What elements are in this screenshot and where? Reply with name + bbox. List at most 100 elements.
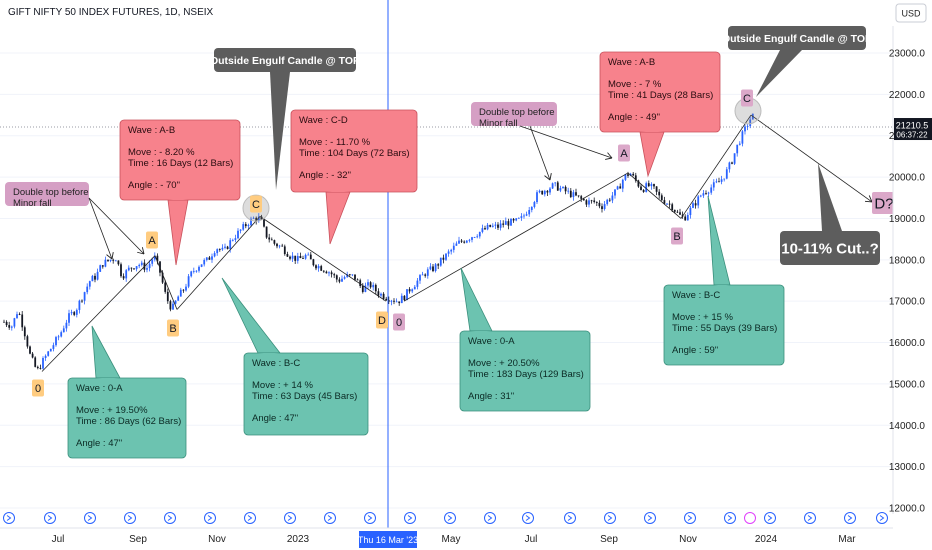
callout-line: Angle : 31" [468,391,514,402]
event-marker-ring [684,512,696,524]
event-marker-icon[interactable] [404,512,416,524]
candle-body [23,327,26,337]
candle-body [655,186,658,192]
candle-body [21,314,24,328]
candle-body [88,281,91,287]
callout-arrow [88,197,113,260]
candle-body [497,224,499,228]
event-marker-chevron [327,515,333,521]
arrow-head [137,247,145,255]
callout-line: Time : 104 Days (72 Bars) [299,148,410,159]
candle-body [44,355,47,359]
chart-title: GIFT NIFTY 50 INDEX FUTURES, 1D, NSEIX [8,7,214,18]
candle-body [231,239,234,241]
event-marker-icon[interactable] [364,512,376,524]
callout-line: Angle : - 49" [608,112,660,123]
candle-body [273,240,276,244]
event-marker-icon[interactable] [522,512,534,524]
callout-line: Move : - 7 % [608,79,662,90]
candles [3,113,754,370]
wave-label-0: 0 [32,379,44,397]
candle-body [52,345,55,349]
event-marker-icon[interactable] [444,512,456,524]
event-marker-icon[interactable] [84,512,96,524]
wave-label-bg [167,319,179,337]
event-marker-icon[interactable] [164,512,176,524]
candle-body [575,192,577,196]
event-marker-chevron [247,515,253,521]
currency-badge[interactable]: USD [895,3,927,23]
candle-body [562,186,564,189]
event-marker-icon[interactable] [764,512,776,524]
event-marker-icon[interactable] [124,512,136,524]
candle-body [229,240,232,250]
callout-line: Minor fall [13,198,52,209]
event-marker-icon[interactable] [844,512,856,524]
candle-body [671,204,674,210]
candle-body [289,256,291,259]
event-marker-icon[interactable] [724,512,736,524]
candle-body [13,318,16,327]
candle-body [57,336,60,338]
event-marker-icon[interactable] [284,512,296,524]
callout-line: Move : + 14 % [252,380,314,391]
callout-box [780,231,880,265]
event-marker-icon[interactable] [644,512,656,524]
event-marker-icon[interactable] [484,512,496,524]
candle-body [538,190,541,193]
callout-text: Outside Engulf Candle @ TOP [210,55,360,67]
callout-tail-joint [822,231,842,232]
candle-body [426,269,429,276]
candle-body [439,257,442,266]
candle-body [182,289,185,291]
candle-body [8,325,11,328]
candle-body [590,200,593,202]
event-marker-ring [604,512,616,524]
event-marker-icon[interactable] [324,512,336,524]
price-axis[interactable]: 12000.0 13000.0 14000.0 15000.0 16000.0 17000… [889,0,932,550]
candle-body [257,216,260,222]
event-marker-icon[interactable] [564,512,576,524]
candle-body [94,275,96,280]
candle-body [18,314,21,315]
event-marker-icon[interactable] [44,512,56,524]
event-marker-icon[interactable] [876,512,888,524]
wave-label-0: 0 [393,313,405,331]
event-marker-icon[interactable] [204,512,216,524]
candle-body [156,255,159,262]
event-marker-chevron [367,515,373,521]
wave-label-A: A [146,231,158,249]
price-tick-label: 17000.0 [889,297,926,308]
candle-body [307,254,310,256]
callout-line: Angle : 47" [76,438,122,449]
event-marker-icon[interactable] [604,512,616,524]
candle-body [3,321,5,323]
candle-body [510,218,512,226]
candle-body [471,237,473,240]
candle-body [658,191,661,196]
callout-line: Wave : 0-A [76,383,123,394]
candle-body [666,203,668,205]
candle-body [434,264,437,272]
event-marker-icon[interactable] [804,512,816,524]
candle-body [161,272,164,283]
event-marker-icon[interactable] [244,512,256,524]
event-marker-ring [844,512,856,524]
candle-body [34,357,37,367]
candle-body [330,272,333,275]
wave-label-bg [618,144,630,162]
time-tick-label: Jul [52,534,65,545]
candle-body [642,189,645,192]
wave-trend-line [750,114,873,203]
event-marker-icon[interactable] [3,512,15,524]
event-marker-icon[interactable] [684,512,696,524]
candle-body [328,272,330,274]
event-marker-chevron [727,515,733,521]
event-marker-ring [244,512,256,524]
time-axis[interactable]: Jul Sep Nov 2023 May Jul Sep Nov 2024 Mar Thu 16 M… [0,512,893,549]
candle-body [348,274,351,276]
candle-body [741,131,744,144]
candle-body [606,199,609,205]
